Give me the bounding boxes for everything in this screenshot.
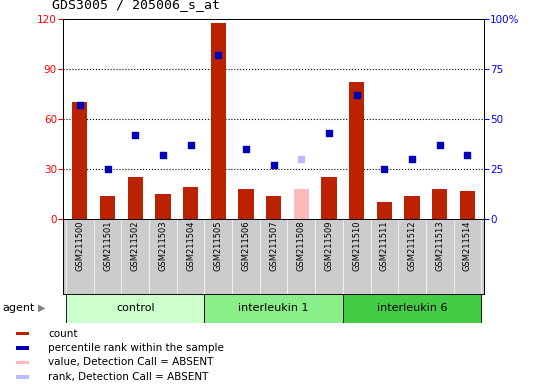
Text: GSM211502: GSM211502 [131,220,140,271]
Bar [404,195,420,219]
Point [380,166,389,172]
Text: count: count [48,329,78,339]
Bar [66,294,205,323]
Bar [205,294,343,323]
Bar [128,177,143,219]
Text: GSM211512: GSM211512 [408,220,416,271]
Text: GSM211508: GSM211508 [297,220,306,271]
Point [186,142,195,148]
Bar [100,195,115,219]
Point [297,156,306,162]
Bar [16,332,29,335]
Point [241,146,250,152]
Text: percentile rank within the sample: percentile rank within the sample [48,343,224,353]
Point [408,156,416,162]
Point [75,102,84,108]
Text: control: control [116,303,155,313]
Point [214,52,223,58]
Text: interleukin 6: interleukin 6 [377,303,447,313]
Text: GSM211509: GSM211509 [324,220,333,271]
Text: GSM211500: GSM211500 [75,220,84,271]
Text: GSM211506: GSM211506 [241,220,250,271]
Text: ▶: ▶ [37,303,45,313]
Bar [460,190,475,219]
Point [103,166,112,172]
Bar [155,194,170,219]
Bar [238,189,254,219]
Point [131,132,140,138]
Point [270,162,278,168]
Point [463,152,472,158]
Text: GSM211513: GSM211513 [435,220,444,271]
Text: GSM211503: GSM211503 [158,220,167,271]
Bar [266,195,281,219]
Text: interleukin 1: interleukin 1 [238,303,309,313]
Bar [377,202,392,219]
Bar [16,375,29,379]
Bar [16,361,29,364]
Text: GSM211507: GSM211507 [269,220,278,271]
Bar [294,189,309,219]
Bar [16,346,29,350]
Point [324,130,333,136]
Text: GSM211505: GSM211505 [214,220,223,271]
Bar [211,23,226,219]
Text: agent: agent [3,303,35,313]
Point [158,152,167,158]
Text: GSM211514: GSM211514 [463,220,472,271]
Bar [432,189,447,219]
Bar [72,103,87,219]
Bar [343,294,481,323]
Bar [321,177,337,219]
Text: value, Detection Call = ABSENT: value, Detection Call = ABSENT [48,358,213,367]
Text: GSM211504: GSM211504 [186,220,195,271]
Point [435,142,444,148]
Bar [183,187,198,219]
Text: GSM211501: GSM211501 [103,220,112,271]
Bar [349,83,364,219]
Text: GSM211510: GSM211510 [352,220,361,271]
Text: GDS3005 / 205006_s_at: GDS3005 / 205006_s_at [52,0,220,12]
Point [352,92,361,98]
Text: rank, Detection Call = ABSENT: rank, Detection Call = ABSENT [48,372,208,382]
Text: GSM211511: GSM211511 [380,220,389,271]
